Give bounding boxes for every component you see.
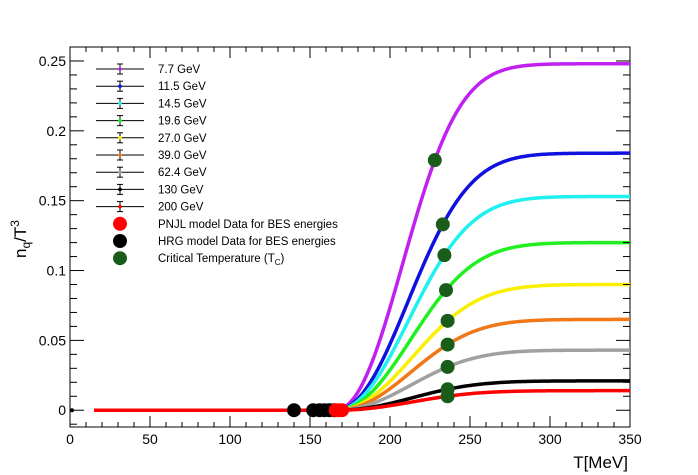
x-tick-label: 50 bbox=[142, 431, 158, 447]
legend-label: 7.7 GeV bbox=[158, 64, 201, 76]
hrg-point bbox=[287, 403, 301, 418]
legend-marker bbox=[118, 84, 122, 88]
x-tick-labels: 0 50 100 150 200 250 300 350 bbox=[66, 431, 642, 447]
tc-point bbox=[437, 248, 452, 263]
legend-tc-label: Critical Temperature (TC) bbox=[158, 253, 285, 267]
series-line-39-0-gev bbox=[309, 317, 631, 412]
x-tick-label: 0 bbox=[66, 431, 74, 447]
x-tick-label: 150 bbox=[298, 431, 322, 447]
legend-pnjl-label: PNJL model Data for BES energies bbox=[158, 219, 338, 231]
y-axis-title-den: /T bbox=[11, 227, 30, 242]
series-line-200-gev bbox=[93, 388, 631, 412]
legend-label: 62.4 GeV bbox=[158, 167, 207, 179]
x-tick-label: 200 bbox=[378, 431, 402, 447]
x-axis-title: T[MeV] bbox=[573, 453, 628, 472]
legend-hrg-label: HRG model Data for BES energies bbox=[158, 236, 336, 248]
y-tick-labels: 0 0.05 0.1 0.15 0.2 0.25 bbox=[39, 53, 66, 418]
marker-layer bbox=[287, 153, 455, 418]
y-axis-title-main: n bbox=[11, 249, 30, 258]
tc-point bbox=[435, 217, 450, 232]
y-axis-title-sub: q bbox=[19, 242, 33, 249]
legend-label: 14.5 GeV bbox=[158, 98, 207, 110]
tc-point bbox=[440, 389, 455, 404]
pnjl-point bbox=[335, 403, 349, 418]
legend-label: 19.6 GeV bbox=[158, 116, 207, 128]
legend-tc-marker bbox=[113, 251, 127, 266]
tc-point bbox=[440, 359, 455, 374]
y-tick-label: 0.15 bbox=[39, 193, 66, 209]
legend-pnjl-marker bbox=[113, 216, 127, 231]
y-axis-title-sup: 3 bbox=[8, 220, 22, 227]
curve-layer bbox=[70, 62, 631, 413]
tick-layer bbox=[69, 46, 631, 427]
series-line-14-5-gev bbox=[309, 194, 631, 412]
plot-frame bbox=[69, 46, 631, 428]
series-line-27-0-gev bbox=[309, 282, 631, 412]
tc-point bbox=[440, 313, 455, 328]
y-tick-label: 0.1 bbox=[47, 263, 67, 279]
legend-marker bbox=[118, 118, 122, 123]
y-tick-label: 0.2 bbox=[47, 123, 67, 139]
y-axis-title: nq/T3 bbox=[8, 220, 33, 258]
legend-label: 27.0 GeV bbox=[158, 133, 207, 145]
legend-marker bbox=[118, 204, 122, 209]
series-line-62-4-gev bbox=[309, 348, 631, 412]
tc-point bbox=[440, 337, 455, 352]
series-line-7-7-gev bbox=[309, 62, 631, 412]
y-tick-label: 0.05 bbox=[39, 332, 66, 348]
legend-marker bbox=[118, 101, 122, 106]
tc-point bbox=[439, 283, 453, 298]
legend-label: 130 GeV bbox=[158, 184, 204, 196]
legend-marker bbox=[118, 153, 122, 157]
y-tick-label: 0 bbox=[58, 402, 66, 418]
series-line-19-6-gev bbox=[309, 240, 631, 412]
legend: 7.7 GeV 11.5 GeV 14.5 GeV 19.6 GeV 27.0 GeV 3… bbox=[96, 63, 338, 267]
series-line-11-5-gev bbox=[309, 151, 631, 412]
tc-point bbox=[427, 153, 442, 168]
legend-marker bbox=[118, 136, 122, 140]
legend-label: 39.0 GeV bbox=[158, 150, 207, 162]
legend-marker bbox=[118, 67, 122, 71]
legend-label: 11.5 GeV bbox=[158, 81, 206, 93]
x-tick-label: 100 bbox=[218, 431, 242, 447]
y-tick-label: 0.25 bbox=[39, 53, 66, 69]
legend-hrg-marker bbox=[113, 234, 127, 248]
legend-label: 200 GeV bbox=[158, 202, 204, 214]
x-tick-label: 300 bbox=[538, 431, 562, 447]
legend-marker bbox=[118, 170, 122, 174]
legend-marker bbox=[118, 187, 122, 192]
x-tick-label: 250 bbox=[458, 431, 482, 447]
x-tick-label: 350 bbox=[618, 431, 642, 447]
